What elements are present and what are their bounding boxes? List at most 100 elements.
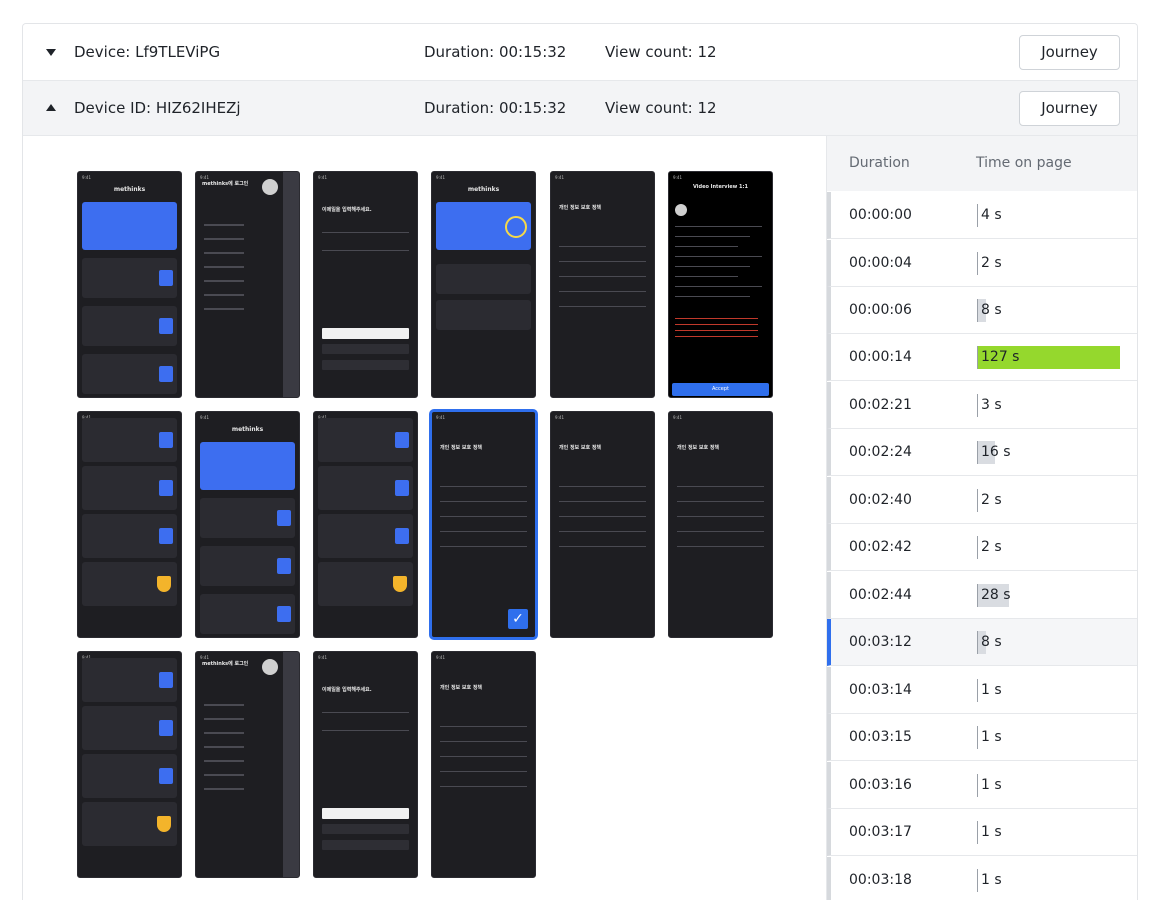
screen-thumbnail[interactable]: 9:41 개인 정보 보호 정책 ✓ (429, 409, 538, 640)
view-count-label: View count: 12 (605, 99, 717, 117)
status-bar-time: 9:41 (318, 415, 327, 420)
status-bar-time: 9:41 (673, 175, 682, 180)
input-line (322, 250, 409, 251)
row-duration: 00:02:44 (849, 587, 912, 603)
row-duration: 00:03:17 (849, 824, 912, 840)
time-on-page-bar (977, 584, 1009, 607)
menu-item (204, 252, 244, 254)
time-on-page-label: 1 s (981, 777, 1002, 793)
menu-title: methinks에 로그인 (202, 661, 249, 667)
privacy-section (559, 246, 646, 247)
check-icon: ✓ (508, 609, 528, 629)
timeline-row[interactable]: 00:02:44 28 s (827, 572, 1137, 619)
timeline-row[interactable]: 00:03:18 1 s (827, 857, 1137, 900)
timeline-row[interactable]: 00:02:24 16 s (827, 429, 1137, 476)
background-panel (283, 172, 299, 397)
screen-thumbnail[interactable]: 9:41 methinks에 로그인 (195, 651, 300, 878)
privacy-section (677, 516, 764, 517)
timeline-row[interactable]: 00:03:12 8 s (827, 619, 1137, 666)
feature-icon (395, 528, 409, 544)
caret-down-icon[interactable] (46, 49, 56, 56)
timeline-row[interactable]: 00:00:04 2 s (827, 240, 1137, 287)
screen-thumbnail[interactable]: 9:41 (77, 651, 182, 878)
feature-icon (159, 270, 173, 286)
journey-button[interactable]: Journey (1019, 91, 1120, 126)
privacy-section (440, 531, 527, 532)
screen-thumbnail[interactable]: 9:41 methinks (195, 411, 300, 638)
screen-thumbnail[interactable]: 9:41 개인 정보 보호 정책 (550, 171, 655, 398)
menu-item (204, 224, 244, 226)
journey-button[interactable]: Journey (1019, 35, 1120, 70)
session-row-collapsed[interactable]: Device: Lf9TLEViPG Duration: 00:15:32 Vi… (23, 24, 1137, 81)
input-line (322, 730, 409, 731)
privacy-section (559, 546, 646, 547)
feature-icon (277, 558, 291, 574)
privacy-section (440, 486, 527, 487)
timeline-row[interactable]: 00:00:00 4 s (827, 192, 1137, 239)
time-on-page-bar (977, 869, 978, 892)
feature-icon (159, 366, 173, 382)
view-count-label: View count: 12 (605, 43, 717, 61)
duration-label: Duration: 00:15:32 (424, 99, 567, 117)
text-line (675, 276, 738, 277)
video-title: Video Interview 1:1 (693, 184, 748, 190)
screen-thumbnail[interactable]: 9:41 개인 정보 보호 정책 (431, 651, 536, 878)
text-line (675, 246, 738, 247)
timeline-row[interactable]: 00:03:16 1 s (827, 762, 1137, 809)
time-on-page-bar (977, 631, 986, 654)
progress-ring (505, 216, 527, 238)
privacy-section (559, 261, 646, 262)
row-duration: 00:00:06 (849, 302, 912, 318)
time-on-page-label: 3 s (981, 397, 1002, 413)
menu-item (204, 732, 244, 734)
input-line (322, 232, 409, 233)
app-brand: methinks (467, 186, 500, 193)
timeline-row[interactable]: 00:03:14 1 s (827, 667, 1137, 714)
screen-thumbnail[interactable]: 9:41 (313, 411, 418, 638)
login-title: 이메일을 입력해주세요. (322, 687, 372, 693)
menu-item (204, 238, 244, 240)
social-login-button (322, 344, 409, 354)
privacy-title: 개인 정보 보호 정책 (559, 445, 602, 451)
screen-thumbnail[interactable]: 9:41 이메일을 입력해주세요. (313, 651, 418, 878)
time-on-page-bar (977, 346, 1120, 369)
status-bar-time: 9:41 (555, 175, 564, 180)
time-on-page-label: 1 s (981, 824, 1002, 840)
screen-thumbnail[interactable]: 9:41 methinks (77, 171, 182, 398)
time-on-page-label: 4 s (981, 207, 1002, 223)
screen-thumbnail[interactable]: 9:41 (77, 411, 182, 638)
screen-thumbnail[interactable]: 9:41 이메일을 입력해주세요. (313, 171, 418, 398)
screen-thumbnail[interactable]: 9:41 개인 정보 보호 정책 (550, 411, 655, 638)
caret-up-icon[interactable] (46, 104, 56, 111)
timeline-row[interactable]: 00:03:17 1 s (827, 809, 1137, 856)
menu-title: methinks에 로그인 (202, 181, 249, 187)
status-bar-time: 9:41 (82, 655, 91, 660)
screen-thumbnail[interactable]: 9:41 Video Interview 1:1 Accept (668, 171, 773, 398)
notice-line (675, 324, 758, 325)
social-login-button (322, 824, 409, 834)
timeline-row[interactable]: 00:02:21 3 s (827, 382, 1137, 429)
status-bar-time: 9:41 (318, 655, 327, 660)
survey-card (436, 300, 531, 330)
privacy-section (559, 486, 646, 487)
time-on-page-bar (977, 299, 986, 322)
timeline-row[interactable]: 00:03:15 1 s (827, 714, 1137, 761)
screen-thumbnail[interactable]: 9:41 methinks에 로그인 (195, 171, 300, 398)
input-line (322, 712, 409, 713)
social-login-button (322, 840, 409, 850)
timeline-row[interactable]: 00:02:40 2 s (827, 477, 1137, 524)
privacy-section (440, 546, 527, 547)
status-bar-time: 9:41 (436, 655, 445, 660)
privacy-title: 개인 정보 보호 정책 (559, 205, 602, 211)
timeline-row[interactable]: 00:02:42 2 s (827, 524, 1137, 571)
session-row-expanded[interactable]: Device ID: HIZ62IHEZj Duration: 00:15:32… (23, 81, 1137, 136)
time-on-page-bar (977, 252, 978, 275)
timeline-row[interactable]: 00:00:14 127 s (827, 334, 1137, 381)
session-panel: Device: Lf9TLEViPG Duration: 00:15:32 Vi… (22, 23, 1138, 900)
screen-thumbnail[interactable]: 9:41 개인 정보 보호 정책 (668, 411, 773, 638)
session-detail: 9:41 methinks 9:41 methinks에 로그인 9:41 이메일을 입력… (23, 136, 1137, 900)
screen-thumbnail[interactable]: 9:41 methinks (431, 171, 536, 398)
time-on-page-label: 1 s (981, 872, 1002, 888)
timeline-row[interactable]: 00:00:06 8 s (827, 287, 1137, 334)
time-on-page-bar (977, 679, 978, 702)
